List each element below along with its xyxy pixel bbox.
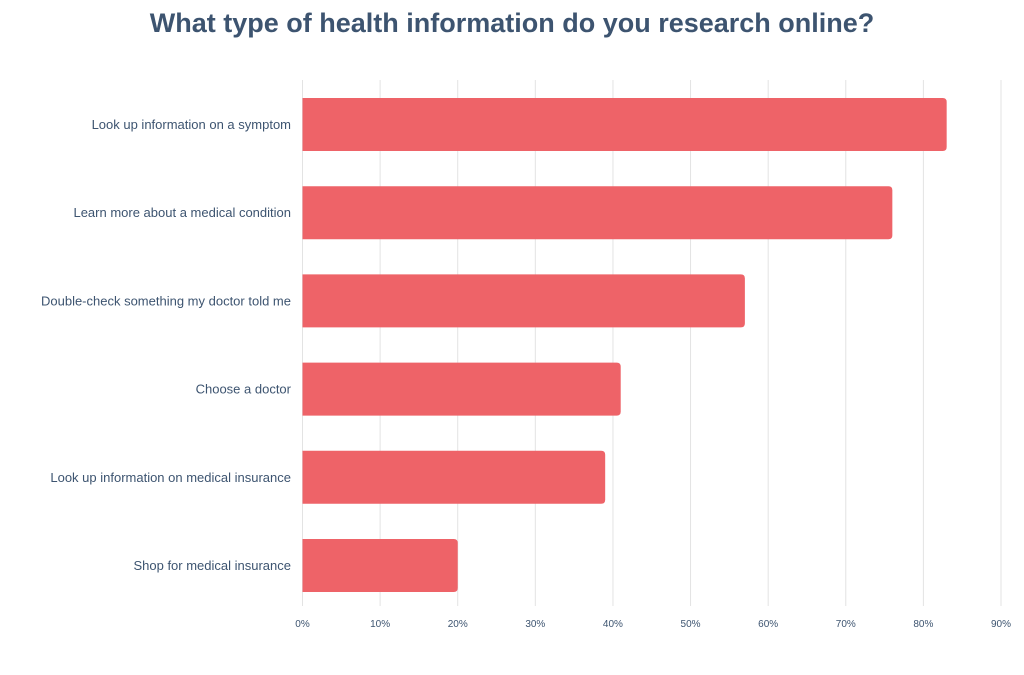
x-tick-label: 10% [370,619,390,630]
x-tick-label: 90% [991,619,1011,630]
x-tick-label: 0% [295,619,310,630]
x-tick-label: 30% [525,619,545,630]
bar [302,274,745,328]
bar [302,362,621,416]
x-tick-label: 20% [448,619,468,630]
bar [302,539,458,592]
x-tick-label: 60% [758,619,778,630]
x-tick-label: 70% [836,619,856,630]
category-label: Double-check something my doctor told me [41,293,291,308]
x-tick-label: 80% [913,619,933,630]
bar [302,450,606,504]
category-label: Learn more about a medical condition [73,205,291,220]
chart-title: What type of health information do you r… [149,8,875,38]
x-tick-label: 40% [603,619,623,630]
category-label: Look up information on medical insurance [50,470,291,485]
category-label: Choose a doctor [196,382,292,397]
bar [302,186,893,240]
category-label: Shop for medical insurance [133,558,291,573]
category-label: Look up information on a symptom [92,117,291,132]
x-tick-label: 50% [681,619,701,630]
bar [302,98,947,151]
